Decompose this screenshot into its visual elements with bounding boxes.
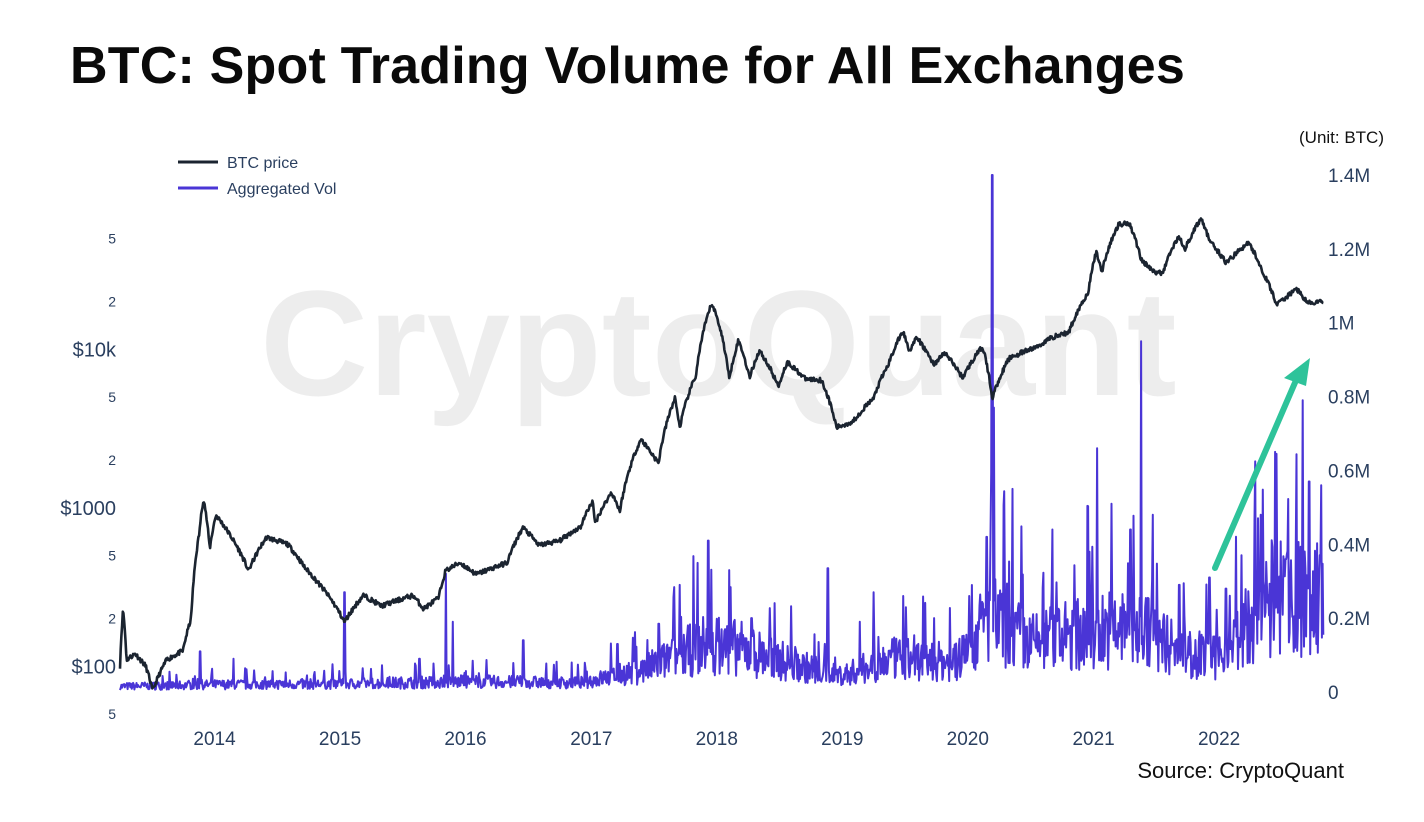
right-tick-5: 1M <box>1328 314 1354 335</box>
chart-title: BTC: Spot Trading Volume for All Exchang… <box>70 37 1185 95</box>
left-tick-minor-5: 2 <box>108 294 116 310</box>
x-tick-2022: 2022 <box>1198 729 1240 750</box>
x-tick-2015: 2015 <box>319 729 361 750</box>
left-tick-major-2: $10k <box>73 339 117 361</box>
right-tick-7: 1.4M <box>1328 166 1370 187</box>
volume-layer <box>119 174 1325 691</box>
left-tick-major-0: $100 <box>72 656 117 678</box>
right-tick-0: 0 <box>1328 683 1339 704</box>
x-tick-2019: 2019 <box>821 729 863 750</box>
left-tick-minor-0: 5 <box>108 706 116 722</box>
x-tick-2020: 2020 <box>947 729 989 750</box>
left-tick-major-1: $1000 <box>60 498 116 520</box>
left-tick-minor-4: 5 <box>108 389 116 405</box>
right-tick-2: 0.4M <box>1328 535 1370 556</box>
legend: BTC price Aggregated Vol <box>178 155 336 198</box>
left-axis: $100 $1000 $10k 5 2 5 2 5 2 5 <box>60 230 117 722</box>
price-layer <box>118 217 1324 690</box>
x-tick-2021: 2021 <box>1072 729 1114 750</box>
right-tick-3: 0.6M <box>1328 461 1370 482</box>
trend-arrow-head <box>1284 358 1310 386</box>
series-line-aggregated-vol <box>119 174 1325 691</box>
x-tick-2016: 2016 <box>444 729 486 750</box>
left-tick-minor-3: 2 <box>108 452 116 468</box>
left-tick-minor-6: 5 <box>108 230 116 246</box>
left-tick-minor-1: 2 <box>108 611 116 627</box>
x-tick-2017: 2017 <box>570 729 612 750</box>
right-tick-4: 0.8M <box>1328 388 1370 409</box>
left-tick-minor-2: 5 <box>108 547 116 563</box>
x-tick-2018: 2018 <box>696 729 738 750</box>
right-tick-6: 1.2M <box>1328 240 1370 261</box>
unit-label: (Unit: BTC) <box>1299 128 1384 147</box>
legend-label-price: BTC price <box>227 155 298 172</box>
legend-label-volume: Aggregated Vol <box>227 181 336 198</box>
x-axis: 2014 2015 2016 2017 2018 2019 2020 2021 2022 <box>193 729 1240 750</box>
source-label: Source: CryptoQuant <box>1137 758 1344 783</box>
right-tick-1: 0.2M <box>1328 609 1370 630</box>
series-line-btc-price <box>118 217 1324 690</box>
trend-arrow <box>1212 358 1310 571</box>
watermark: CryptoQuant <box>260 259 1177 427</box>
trend-arrow-shaft <box>1212 375 1300 571</box>
x-tick-2014: 2014 <box>193 729 236 750</box>
right-axis: 0 0.2M 0.4M 0.6M 0.8M 1M 1.2M 1.4M <box>1328 166 1370 704</box>
